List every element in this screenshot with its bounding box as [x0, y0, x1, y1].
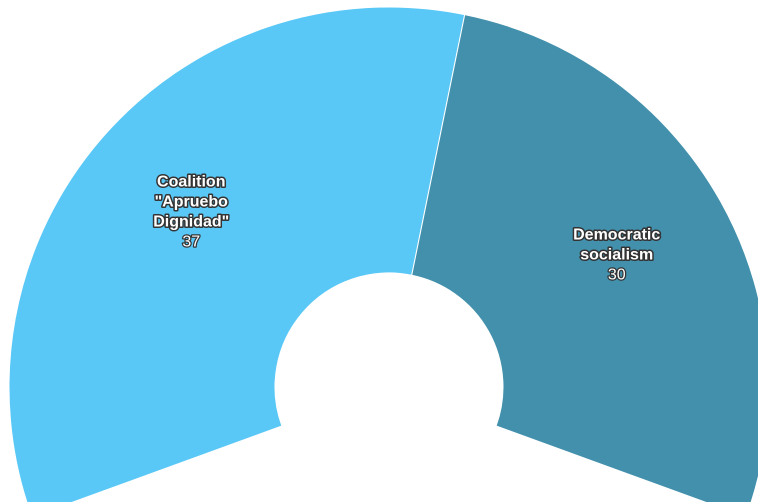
- slice-label-1: Democratic socialism: [573, 226, 660, 263]
- slice-value-0: 37: [182, 234, 200, 251]
- slice-value-1: 30: [608, 266, 626, 283]
- slice-1[interactable]: [411, 14, 758, 502]
- slice-0[interactable]: [8, 6, 466, 502]
- slice-label-0: Coalition "Apruebo Dignidad": [153, 174, 229, 231]
- chart-slices: [8, 6, 758, 502]
- chart-labels: Coalition "Apruebo Dignidad" 37 Democratic so…: [152, 172, 662, 285]
